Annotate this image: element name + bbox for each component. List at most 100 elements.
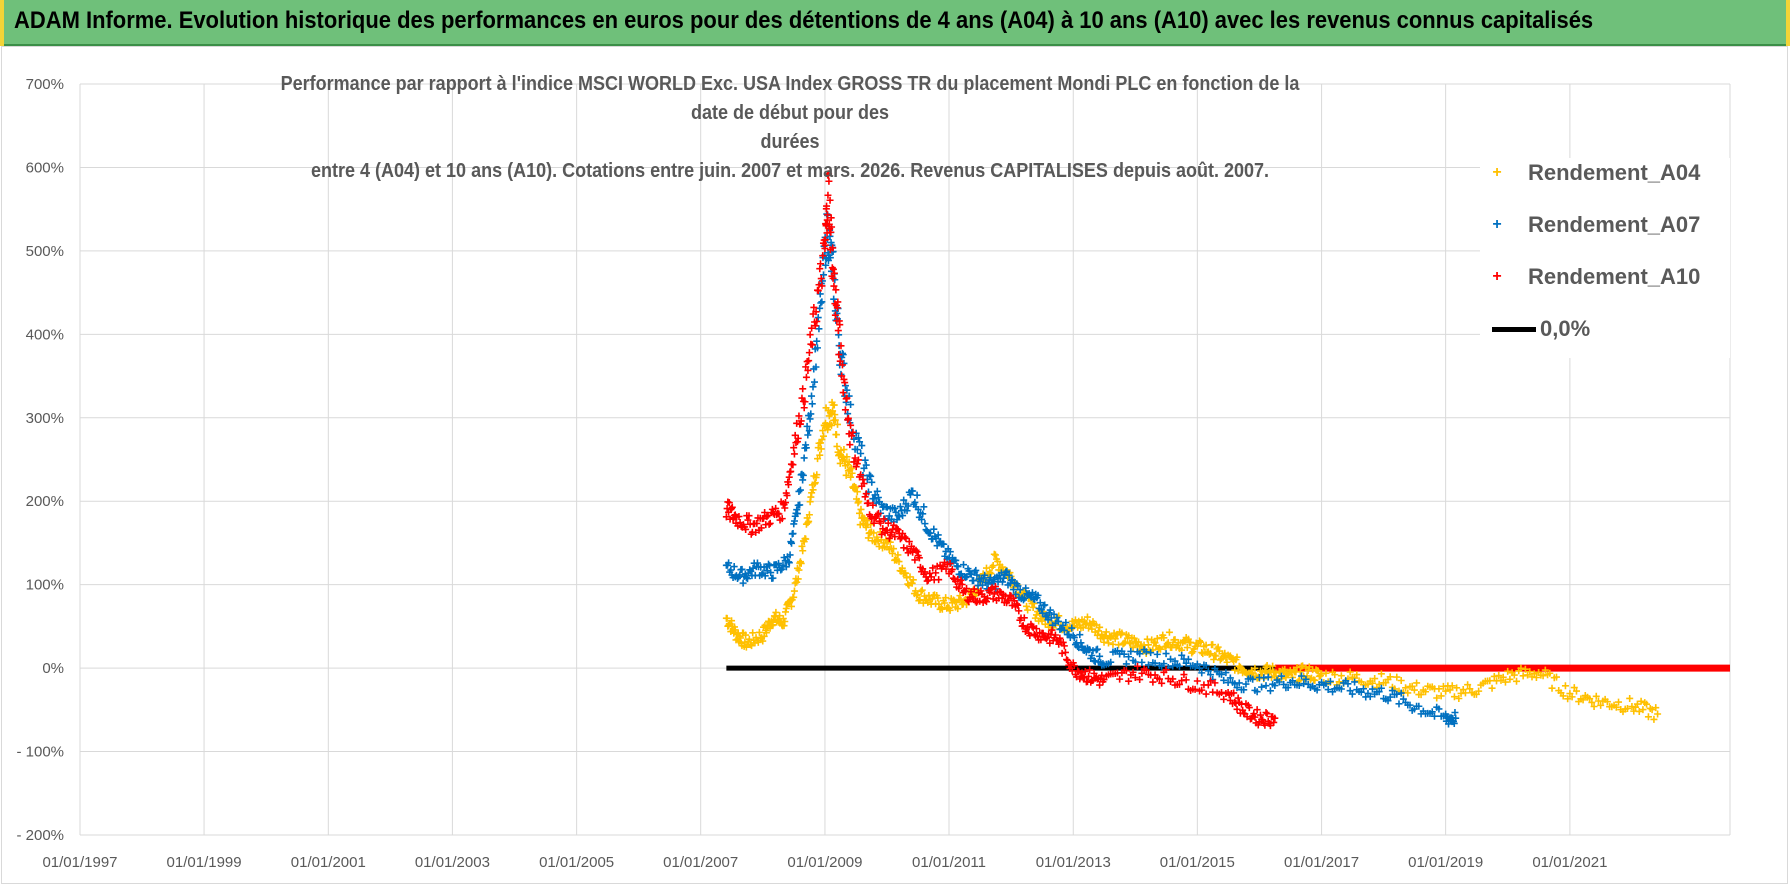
data-point (1169, 675, 1177, 683)
data-point (818, 436, 826, 444)
data-point (804, 366, 812, 374)
data-point (856, 438, 864, 446)
banner-accent-left (0, 0, 4, 46)
data-point (1149, 678, 1157, 686)
data-point (1446, 686, 1454, 694)
data-point (819, 252, 827, 260)
data-point (1107, 633, 1115, 641)
data-point (918, 515, 926, 523)
data-point (1136, 676, 1144, 684)
data-point (810, 303, 818, 311)
data-point (804, 431, 812, 439)
data-point (1175, 662, 1183, 670)
data-point (1014, 582, 1022, 590)
data-point (1184, 655, 1192, 663)
data-point (821, 236, 829, 244)
x-tick-label: 01/01/2021 (1532, 854, 1607, 871)
data-point (1198, 669, 1206, 677)
data-point (1032, 611, 1040, 619)
data-point (823, 211, 831, 219)
data-point (800, 454, 808, 462)
data-point (902, 534, 910, 542)
data-point (807, 410, 815, 418)
data-point (746, 641, 754, 649)
data-point (1592, 692, 1600, 700)
data-point (734, 575, 742, 583)
data-point (854, 434, 862, 442)
data-point (1034, 633, 1042, 641)
data-point (809, 383, 817, 391)
data-point (1368, 679, 1376, 687)
data-point (1262, 709, 1270, 717)
data-point (1654, 710, 1662, 718)
data-point (1250, 710, 1258, 718)
legend-marker-a10: + (1492, 268, 1502, 285)
data-point (1284, 684, 1292, 692)
data-point (1337, 685, 1345, 693)
data-point (1406, 701, 1414, 709)
data-point (1437, 692, 1445, 700)
data-point (962, 573, 970, 581)
data-point (835, 351, 843, 359)
data-point (735, 512, 743, 520)
x-tick-label: 01/01/2005 (539, 854, 614, 871)
data-point (1180, 671, 1188, 679)
data-point (1644, 713, 1652, 721)
data-point (812, 363, 820, 371)
data-point (787, 467, 795, 475)
data-point (1211, 679, 1219, 687)
data-point (1559, 692, 1567, 700)
data-point (1393, 690, 1401, 698)
data-point (930, 525, 938, 533)
data-point (1000, 574, 1008, 582)
banner-accent-right (1786, 0, 1790, 46)
data-point (1127, 647, 1135, 655)
data-point (1564, 695, 1572, 703)
data-point (954, 563, 962, 571)
x-tick-label: 01/01/2019 (1408, 854, 1483, 871)
data-point (1130, 634, 1138, 642)
data-point (1102, 628, 1110, 636)
x-tick-label: 01/01/1999 (167, 854, 242, 871)
data-point (1197, 638, 1205, 646)
y-tick-label: 500% (26, 243, 64, 260)
data-point (1021, 594, 1029, 602)
data-point (908, 579, 916, 587)
data-point (1226, 674, 1234, 682)
data-point (1207, 671, 1215, 679)
data-point (1526, 668, 1534, 676)
data-point (853, 488, 861, 496)
y-tick-label: - 200% (16, 827, 64, 844)
data-point (1107, 658, 1115, 666)
data-point (742, 574, 750, 582)
data-point (1510, 671, 1518, 679)
data-point (831, 416, 839, 424)
data-point (952, 556, 960, 564)
data-point (1169, 662, 1177, 670)
data-point (855, 497, 863, 505)
data-point (1104, 639, 1112, 647)
data-point (1360, 685, 1368, 693)
data-point (834, 420, 842, 428)
data-point (830, 295, 838, 303)
data-point (776, 612, 784, 620)
data-point (1311, 676, 1319, 684)
data-point (1019, 622, 1027, 630)
data-point (982, 598, 990, 606)
data-point (1081, 668, 1089, 675)
data-point (1519, 672, 1527, 680)
data-point (1003, 567, 1011, 575)
legend-label-a10: Rendement_A10 (1528, 264, 1701, 289)
legend-line-zero (1492, 326, 1536, 332)
data-point (1572, 687, 1580, 695)
data-point (824, 426, 832, 434)
data-point (829, 244, 837, 252)
data-point (917, 587, 925, 595)
data-point (915, 597, 923, 605)
data-point (1020, 614, 1028, 622)
data-point (1588, 698, 1596, 706)
data-point (1013, 600, 1021, 608)
data-point (824, 191, 832, 199)
data-point (1216, 656, 1224, 664)
data-point (794, 434, 802, 442)
